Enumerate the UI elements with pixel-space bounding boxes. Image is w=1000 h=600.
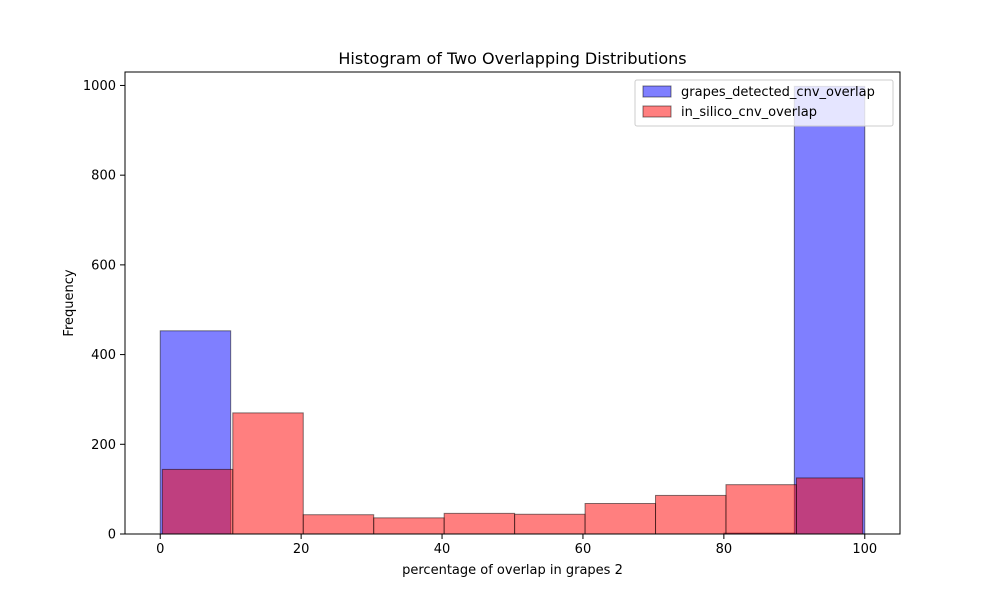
legend: grapes_detected_cnv_overlap in_silico_cn… bbox=[634, 79, 894, 127]
y-tick-label: 200 bbox=[91, 438, 116, 453]
y-tick-label: 600 bbox=[91, 258, 116, 273]
x-tick-label: 20 bbox=[293, 542, 310, 557]
y-tick-label: 0 bbox=[108, 528, 116, 543]
bars-layer bbox=[159, 85, 866, 535]
y-tick-label: 400 bbox=[91, 348, 116, 363]
x-tick-label: 100 bbox=[852, 542, 877, 557]
bar-in-silico-cnv-overlap-9 bbox=[795, 477, 864, 535]
bar-in-silico-cnv-overlap-1 bbox=[232, 412, 304, 535]
y-axis-label: Frequency bbox=[62, 269, 77, 336]
y-axis-ticks: 0 200 400 600 800 1000 bbox=[83, 79, 125, 543]
y-tick-label: 1000 bbox=[83, 79, 116, 94]
bar-in-silico-cnv-overlap-2 bbox=[302, 514, 375, 535]
y-tick-label: 800 bbox=[91, 169, 116, 184]
bar-in-silico-cnv-overlap-5 bbox=[514, 513, 586, 535]
legend-swatch-grapes-detected bbox=[642, 85, 672, 98]
bar-grapes-detected-cnv-overlap-9 bbox=[793, 85, 866, 535]
x-tick-label: 40 bbox=[434, 542, 451, 557]
x-tick-label: 0 bbox=[156, 542, 164, 557]
x-tick-label: 60 bbox=[575, 542, 592, 557]
bar-in-silico-cnv-overlap-3 bbox=[373, 517, 445, 535]
bar-in-silico-cnv-overlap-4 bbox=[443, 512, 516, 535]
bar-in-silico-cnv-overlap-7 bbox=[655, 494, 727, 535]
plot-frame bbox=[124, 71, 901, 535]
x-axis-ticks: 0 20 40 60 80 100 bbox=[156, 534, 877, 557]
legend-label-in-silico: in_silico_cnv_overlap bbox=[681, 105, 817, 120]
bar-in-silico-cnv-overlap-6 bbox=[584, 502, 657, 535]
bar-in-silico-cnv-overlap-8 bbox=[725, 484, 797, 535]
bar-in-silico-cnv-overlap-0 bbox=[161, 468, 234, 535]
x-tick-label: 80 bbox=[716, 542, 733, 557]
legend-box bbox=[634, 79, 894, 127]
legend-swatch-in-silico bbox=[642, 105, 672, 118]
chart-title: Histogram of Two Overlapping Distributio… bbox=[338, 49, 686, 68]
legend-label-grapes-detected: grapes_detected_cnv_overlap bbox=[681, 85, 875, 100]
x-axis-label: percentage of overlap in grapes 2 bbox=[402, 563, 623, 578]
